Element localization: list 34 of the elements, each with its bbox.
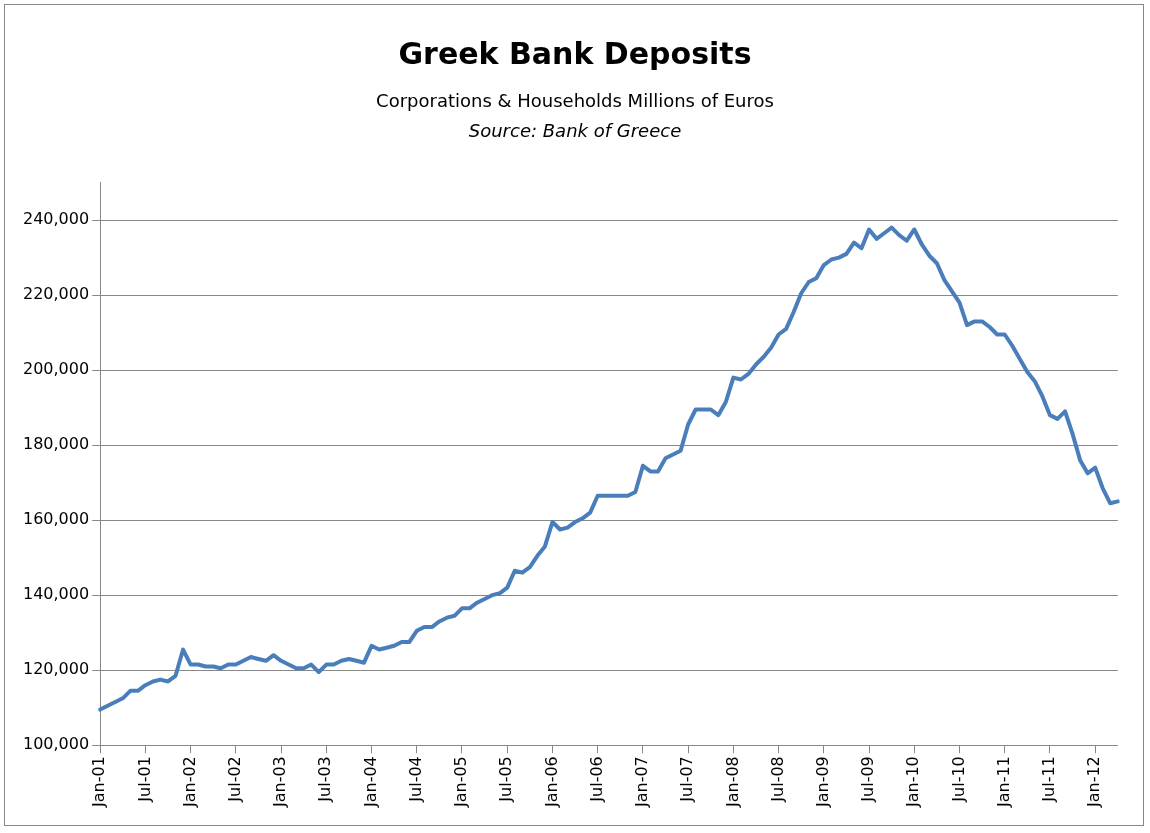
x-tick-label: Jul-08 [767, 756, 787, 803]
x-tick-label: Jan-07 [632, 756, 652, 808]
y-tick-label: 140,000 [22, 584, 90, 604]
x-tick-label: Jul-01 [134, 756, 154, 803]
x-tick-label: Jan-06 [541, 756, 561, 808]
x-tick-label: Jul-03 [315, 756, 335, 803]
y-tick-label: 120,000 [22, 659, 90, 679]
x-tick-label: Jan-08 [722, 756, 742, 808]
y-tick-label: 240,000 [22, 209, 90, 229]
x-tick-label: Jul-02 [225, 756, 245, 803]
x-tick-label: Jul-10 [948, 756, 968, 803]
x-tick-label: Jan-01 [89, 756, 109, 808]
x-tick-label: Jul-05 [496, 756, 516, 803]
source-note: Source: Bank of Greece [467, 120, 683, 141]
y-tick-label: 220,000 [22, 284, 90, 304]
y-tick-label: 160,000 [22, 509, 90, 529]
y-tick-label: 200,000 [22, 359, 90, 379]
x-tick-label: Jan-09 [812, 756, 832, 808]
x-tick-label: Jan-11 [993, 756, 1013, 808]
x-tick-label: Jul-11 [1039, 756, 1059, 803]
x-tick-label: Jan-02 [179, 756, 199, 808]
x-tick-label: Jul-07 [677, 756, 697, 803]
x-tick-label: Jan-10 [903, 756, 923, 808]
y-tick-label: 100,000 [22, 734, 90, 754]
x-tick-label: Jan-12 [1084, 756, 1104, 808]
x-tick-label: Jan-05 [451, 756, 471, 808]
x-tick-label: Jul-06 [586, 756, 606, 803]
chart-subtitle: Corporations & Households Millions of Euros [375, 90, 775, 111]
x-tick-label: Jan-04 [360, 756, 380, 808]
y-tick-label: 180,000 [22, 434, 90, 454]
chart-title: Greek Bank Deposits [397, 36, 753, 71]
x-tick-label: Jan-03 [270, 756, 290, 808]
x-tick-label: Jul-04 [405, 756, 425, 803]
x-tick-label: Jul-09 [858, 756, 878, 803]
